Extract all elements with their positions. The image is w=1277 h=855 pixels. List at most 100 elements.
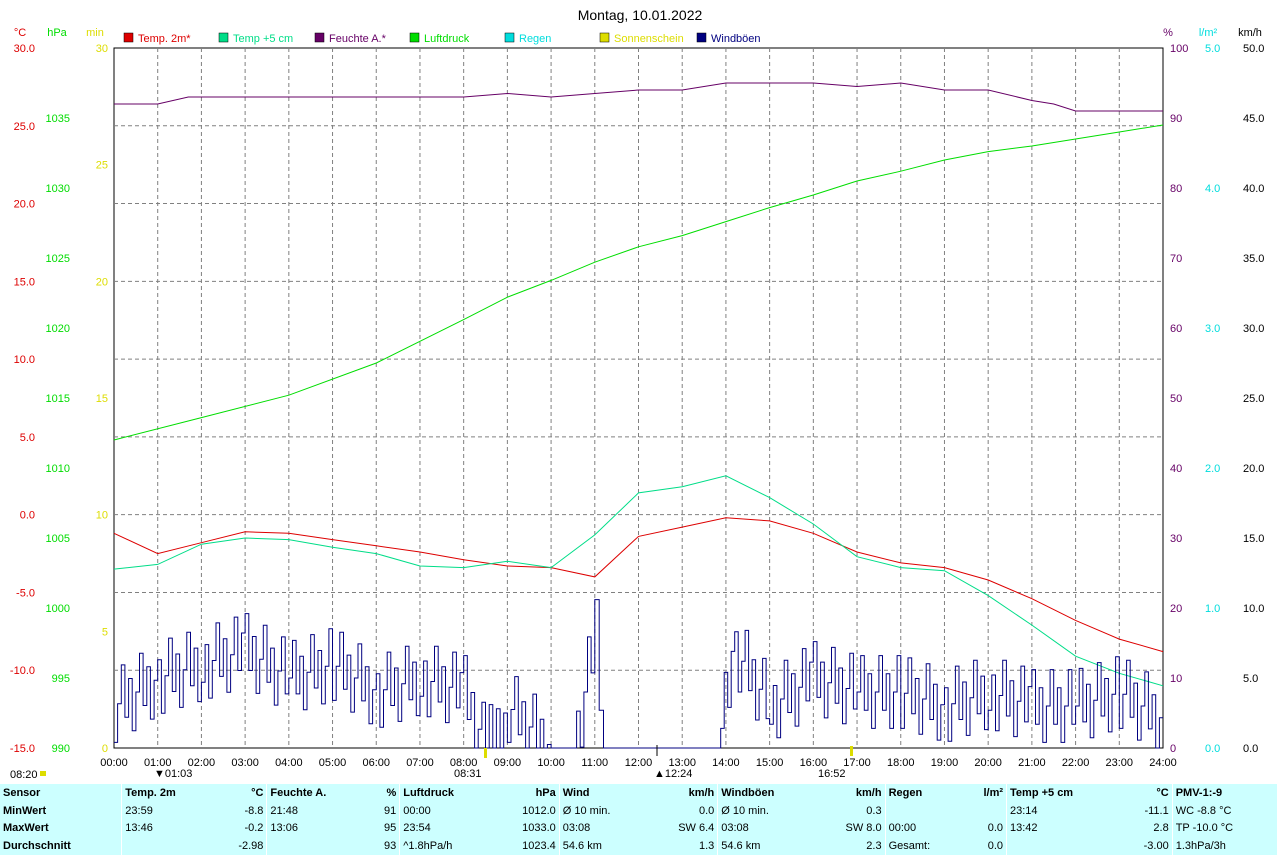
min-tick: 10 [96, 510, 108, 522]
regen-header: Regen [884, 784, 964, 802]
cell: 1.3 [698, 840, 715, 853]
axis-units: °C hPa min% l/m² km/h [14, 27, 1262, 39]
boen-header: Windböen [717, 784, 816, 802]
cell: -0.2 [244, 822, 264, 835]
axis-unit-label: l/m² [1199, 27, 1218, 39]
temp-tick: -15.0 [10, 743, 35, 755]
legend-swatch [314, 32, 325, 43]
time-tick: 04:00 [275, 757, 303, 769]
legend: Temp. 2m* Temp +5 cm Feuchte A.* Luftdruck R… [123, 32, 761, 45]
cell: 1033.0 [522, 822, 556, 835]
hpa-tick: 1035 [46, 113, 70, 125]
pct-tick: 70 [1170, 253, 1182, 265]
cell: 2.8 [1153, 822, 1169, 835]
cell: 13:42 [1006, 819, 1121, 838]
series-line [113, 517, 1164, 653]
axis-unit-label: °C [14, 27, 26, 39]
time-tick: 09:00 [494, 757, 522, 769]
legend-label: Temp. 2m* [138, 33, 191, 45]
wind-tick: 50.0 [1243, 43, 1264, 55]
time-tick: 14:00 [712, 757, 740, 769]
temp-tick: 5.0 [20, 432, 35, 444]
cell: 93 [383, 840, 397, 853]
boen-unit: km/h [855, 786, 882, 799]
time-tick: 24:00 [1149, 757, 1177, 769]
weather-chart: Montag, 10.01.2022 Temp. 2m* Temp +5 cm Fe… [10, 7, 1265, 781]
legend-label: Feuchte A.* [329, 33, 387, 45]
cell: -3.00 [1143, 840, 1169, 853]
time-tick: 06:00 [362, 757, 390, 769]
cell: 1.3hPa/3h [1171, 837, 1277, 855]
cell: 03:08 [717, 819, 816, 838]
cell: 0.0 [987, 822, 1004, 835]
cell: 1012.0 [522, 804, 556, 817]
pct-tick: 10 [1170, 673, 1182, 685]
wind-tick: 20.0 [1243, 463, 1264, 475]
cell: 1023.4 [522, 840, 556, 853]
axis-unit-label: km/h [1238, 27, 1262, 39]
cell [1006, 837, 1121, 855]
cell: 54.6 km [717, 837, 816, 855]
time-tick: 08:00 [450, 757, 478, 769]
legend-swatch [599, 32, 610, 43]
cell: Gesamt: [884, 837, 964, 855]
cell: 03:08 [558, 819, 649, 838]
noon-label: ▲12:24 [654, 768, 692, 780]
hpa-tick: 1010 [46, 463, 70, 475]
wind-tick: 30.0 [1243, 323, 1264, 335]
cell [121, 837, 216, 855]
pct-tick: 50 [1170, 393, 1182, 405]
cell: ^1.8hPa/h [399, 837, 494, 855]
wind-tick: 45.0 [1243, 113, 1264, 125]
sunset-label: 16:52 [818, 768, 846, 780]
series-layer [113, 82, 1164, 749]
pct-tick: 100 [1170, 43, 1188, 55]
min-tick: 25 [96, 160, 108, 172]
min-tick: 5 [102, 626, 108, 638]
legend-label: Regen [519, 33, 551, 45]
cell: 00:00 [399, 801, 494, 820]
cell: 23:14 [1006, 801, 1121, 820]
time-tick: 02:00 [188, 757, 216, 769]
wind-tick: 25.0 [1243, 393, 1264, 405]
time-tick: 18:00 [887, 757, 915, 769]
time-tick: 12:00 [625, 757, 653, 769]
cell: 95 [383, 822, 397, 835]
time-tick: 20:00 [974, 757, 1002, 769]
stats-table: Sensor Temp. 2m °C Feuchte A. % Luftdruc… [0, 784, 1277, 855]
temp-header: Temp. 2m [121, 784, 216, 802]
luft-unit: hPa [535, 786, 556, 799]
hpa-tick: 1000 [46, 603, 70, 615]
cell: SW 6.4 [678, 822, 715, 835]
wind-tick: 0.0 [1243, 743, 1258, 755]
cell: 91 [383, 804, 397, 817]
cell: TP -10.0 °C [1171, 819, 1277, 838]
cell: -8.8 [244, 804, 264, 817]
cell: 2.3 [866, 840, 882, 853]
time-tick: 03:00 [231, 757, 259, 769]
stats-row-min: MinWert 23:59 -8.8 21:48 91 00:00 1012.0… [0, 801, 1277, 820]
cell: 23:59 [121, 801, 216, 820]
temp-tick: 0.0 [20, 510, 35, 522]
time-tick: 22:00 [1062, 757, 1090, 769]
sunrise-label: 08:20 [10, 769, 38, 781]
time-tick: 19:00 [931, 757, 959, 769]
row-label: Durchschnitt [3, 840, 71, 853]
hpa-tick: 990 [52, 743, 70, 755]
temp-tick: 25.0 [14, 121, 35, 133]
pmv-header: PMV-1:-9 [1171, 784, 1277, 802]
legend-swatch [123, 32, 134, 43]
pct-tick: 90 [1170, 113, 1182, 125]
hpa-tick: 1015 [46, 393, 70, 405]
wind-tick: 15.0 [1243, 533, 1264, 545]
t5-unit: °C [1156, 786, 1169, 799]
wind-tick: 10.0 [1243, 603, 1264, 615]
transit-mark [484, 748, 487, 758]
temp-tick: 15.0 [14, 276, 35, 288]
rain-tick: 2.0 [1205, 463, 1220, 475]
pct-tick: 40 [1170, 463, 1182, 475]
pct-tick: 20 [1170, 603, 1182, 615]
cell: 21:48 [266, 801, 370, 820]
wind-tick: 35.0 [1243, 253, 1264, 265]
time-tick: 17:00 [843, 757, 871, 769]
